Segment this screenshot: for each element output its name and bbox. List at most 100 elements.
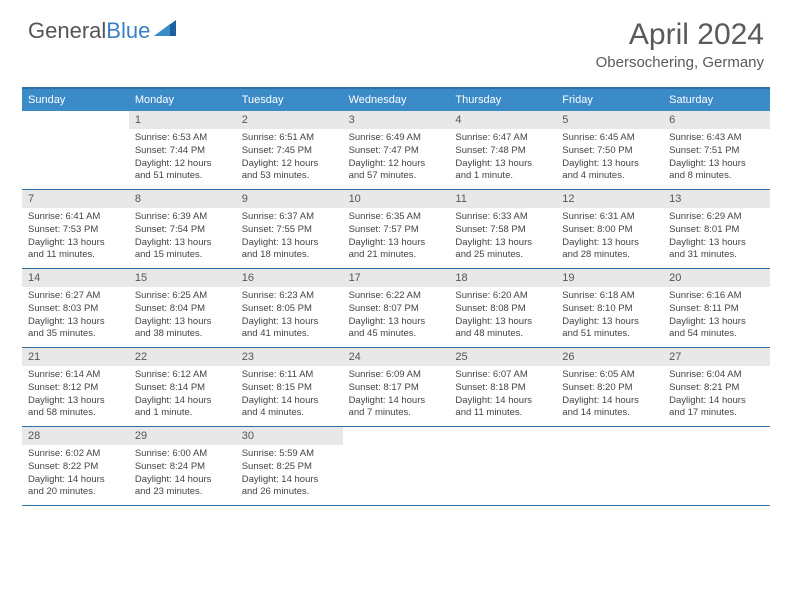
daylight-line: Daylight: 12 hours and 57 minutes. — [349, 158, 444, 184]
weekday-header: Thursday — [449, 89, 556, 111]
day-details: Sunrise: 6:22 AMSunset: 8:07 PMDaylight:… — [343, 287, 450, 345]
daylight-line: Daylight: 14 hours and 20 minutes. — [28, 474, 123, 500]
day-cell: 11Sunrise: 6:33 AMSunset: 7:58 PMDayligh… — [449, 190, 556, 268]
sunset-line: Sunset: 7:44 PM — [135, 145, 230, 158]
day-details: Sunrise: 6:41 AMSunset: 7:53 PMDaylight:… — [22, 208, 129, 266]
sunset-line: Sunset: 7:48 PM — [455, 145, 550, 158]
sunset-line: Sunset: 8:25 PM — [242, 461, 337, 474]
day-number — [22, 111, 129, 129]
day-details: Sunrise: 6:31 AMSunset: 8:00 PMDaylight:… — [556, 208, 663, 266]
day-number: 2 — [236, 111, 343, 129]
daylight-line: Daylight: 14 hours and 7 minutes. — [349, 395, 444, 421]
day-cell: 17Sunrise: 6:22 AMSunset: 8:07 PMDayligh… — [343, 269, 450, 347]
sunrise-line: Sunrise: 6:47 AM — [455, 132, 550, 145]
daylight-line: Daylight: 13 hours and 58 minutes. — [28, 395, 123, 421]
sunrise-line: Sunrise: 6:05 AM — [562, 369, 657, 382]
sunset-line: Sunset: 8:07 PM — [349, 303, 444, 316]
sunrise-line: Sunrise: 6:45 AM — [562, 132, 657, 145]
sunset-line: Sunset: 8:10 PM — [562, 303, 657, 316]
daylight-line: Daylight: 13 hours and 41 minutes. — [242, 316, 337, 342]
day-details: Sunrise: 6:09 AMSunset: 8:17 PMDaylight:… — [343, 366, 450, 424]
day-cell — [663, 427, 770, 505]
daylight-line: Daylight: 13 hours and 45 minutes. — [349, 316, 444, 342]
daylight-line: Daylight: 13 hours and 1 minute. — [455, 158, 550, 184]
day-cell: 4 Sunrise: 6:47 AMSunset: 7:48 PMDaylight… — [449, 111, 556, 189]
day-details: Sunrise: 6:43 AMSunset: 7:51 PMDaylight:… — [663, 129, 770, 187]
day-cell — [556, 427, 663, 505]
daylight-line: Daylight: 14 hours and 14 minutes. — [562, 395, 657, 421]
weekday-header: Monday — [129, 89, 236, 111]
day-number — [449, 427, 556, 445]
sunrise-line: Sunrise: 6:14 AM — [28, 369, 123, 382]
daylight-line: Daylight: 13 hours and 35 minutes. — [28, 316, 123, 342]
weekday-header: Friday — [556, 89, 663, 111]
day-number: 8 — [129, 190, 236, 208]
day-number: 10 — [343, 190, 450, 208]
day-number: 4 — [449, 111, 556, 129]
sunrise-line: Sunrise: 6:02 AM — [28, 448, 123, 461]
page-header: GeneralBlue April 2024 Obersochering, Ge… — [0, 0, 792, 77]
title-block: April 2024 Obersochering, Germany — [596, 18, 764, 71]
day-number: 16 — [236, 269, 343, 287]
sunset-line: Sunset: 7:51 PM — [669, 145, 764, 158]
day-number: 12 — [556, 190, 663, 208]
day-number: 19 — [556, 269, 663, 287]
day-cell: 29Sunrise: 6:00 AMSunset: 8:24 PMDayligh… — [129, 427, 236, 505]
month-title: April 2024 — [596, 18, 764, 52]
day-details: Sunrise: 6:49 AMSunset: 7:47 PMDaylight:… — [343, 129, 450, 187]
day-number: 28 — [22, 427, 129, 445]
daylight-line: Daylight: 13 hours and 48 minutes. — [455, 316, 550, 342]
sunset-line: Sunset: 7:58 PM — [455, 224, 550, 237]
day-cell: 22Sunrise: 6:12 AMSunset: 8:14 PMDayligh… — [129, 348, 236, 426]
sunset-line: Sunset: 7:47 PM — [349, 145, 444, 158]
day-number: 7 — [22, 190, 129, 208]
logo-triangle-icon — [152, 18, 178, 40]
daylight-line: Daylight: 13 hours and 51 minutes. — [562, 316, 657, 342]
day-cell: 26Sunrise: 6:05 AMSunset: 8:20 PMDayligh… — [556, 348, 663, 426]
sunrise-line: Sunrise: 6:20 AM — [455, 290, 550, 303]
day-cell: 9Sunrise: 6:37 AMSunset: 7:55 PMDaylight… — [236, 190, 343, 268]
sunset-line: Sunset: 8:12 PM — [28, 382, 123, 395]
day-details: Sunrise: 6:20 AMSunset: 8:08 PMDaylight:… — [449, 287, 556, 345]
sunrise-line: Sunrise: 6:49 AM — [349, 132, 444, 145]
day-cell: 14Sunrise: 6:27 AMSunset: 8:03 PMDayligh… — [22, 269, 129, 347]
day-cell: 23Sunrise: 6:11 AMSunset: 8:15 PMDayligh… — [236, 348, 343, 426]
weekday-header: Sunday — [22, 89, 129, 111]
day-cell: 19Sunrise: 6:18 AMSunset: 8:10 PMDayligh… — [556, 269, 663, 347]
day-number: 17 — [343, 269, 450, 287]
sunrise-line: Sunrise: 6:53 AM — [135, 132, 230, 145]
sunset-line: Sunset: 8:15 PM — [242, 382, 337, 395]
daylight-line: Daylight: 14 hours and 17 minutes. — [669, 395, 764, 421]
day-number: 20 — [663, 269, 770, 287]
sunset-line: Sunset: 8:17 PM — [349, 382, 444, 395]
week-row: 21Sunrise: 6:14 AMSunset: 8:12 PMDayligh… — [22, 348, 770, 427]
day-details: Sunrise: 6:04 AMSunset: 8:21 PMDaylight:… — [663, 366, 770, 424]
day-number: 21 — [22, 348, 129, 366]
day-number: 9 — [236, 190, 343, 208]
day-cell: 15Sunrise: 6:25 AMSunset: 8:04 PMDayligh… — [129, 269, 236, 347]
day-details: Sunrise: 6:18 AMSunset: 8:10 PMDaylight:… — [556, 287, 663, 345]
daylight-line: Daylight: 14 hours and 11 minutes. — [455, 395, 550, 421]
sunset-line: Sunset: 8:00 PM — [562, 224, 657, 237]
day-details: Sunrise: 6:14 AMSunset: 8:12 PMDaylight:… — [22, 366, 129, 424]
day-cell: 1Sunrise: 6:53 AMSunset: 7:44 PMDaylight… — [129, 111, 236, 189]
logo-text: GeneralBlue — [28, 18, 150, 44]
sunset-line: Sunset: 8:24 PM — [135, 461, 230, 474]
sunrise-line: Sunrise: 5:59 AM — [242, 448, 337, 461]
day-cell: 10Sunrise: 6:35 AMSunset: 7:57 PMDayligh… — [343, 190, 450, 268]
day-cell: 7Sunrise: 6:41 AMSunset: 7:53 PMDaylight… — [22, 190, 129, 268]
sunrise-line: Sunrise: 6:31 AM — [562, 211, 657, 224]
day-details: Sunrise: 6:33 AMSunset: 7:58 PMDaylight:… — [449, 208, 556, 266]
sunset-line: Sunset: 7:57 PM — [349, 224, 444, 237]
daylight-line: Daylight: 13 hours and 4 minutes. — [562, 158, 657, 184]
week-row: 1Sunrise: 6:53 AMSunset: 7:44 PMDaylight… — [22, 111, 770, 190]
day-cell: 21Sunrise: 6:14 AMSunset: 8:12 PMDayligh… — [22, 348, 129, 426]
sunrise-line: Sunrise: 6:35 AM — [349, 211, 444, 224]
sunset-line: Sunset: 7:55 PM — [242, 224, 337, 237]
sunset-line: Sunset: 7:54 PM — [135, 224, 230, 237]
daylight-line: Daylight: 14 hours and 23 minutes. — [135, 474, 230, 500]
day-number: 14 — [22, 269, 129, 287]
sunrise-line: Sunrise: 6:41 AM — [28, 211, 123, 224]
day-cell — [343, 427, 450, 505]
day-details: Sunrise: 6:45 AMSunset: 7:50 PMDaylight:… — [556, 129, 663, 187]
